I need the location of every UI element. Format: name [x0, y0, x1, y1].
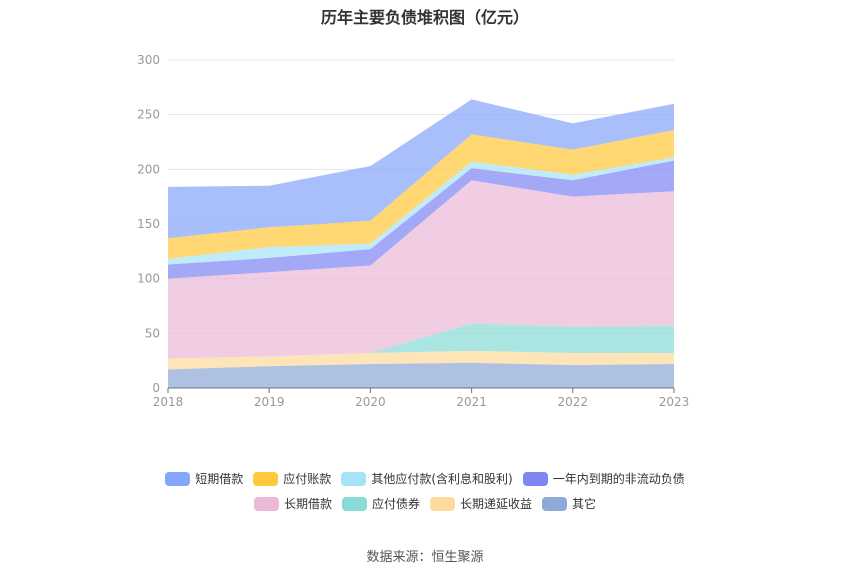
area-series-长期借款[interactable] — [168, 180, 674, 359]
legend-item[interactable]: 长期借款 — [253, 495, 332, 512]
legend-item[interactable]: 长期递延收益 — [430, 495, 532, 512]
area-series-长期递延收益[interactable] — [168, 350, 674, 370]
x-tick-label: 2021 — [456, 395, 487, 409]
x-tick-label: 2018 — [153, 395, 184, 409]
area-series-应付债券[interactable] — [168, 323, 674, 359]
legend-label: 应付债券 — [371, 497, 420, 511]
legend-label: 长期借款 — [283, 497, 332, 511]
legend-item[interactable]: 应付债券 — [341, 495, 420, 512]
y-tick-label: 200 — [137, 162, 160, 176]
y-tick-label: 150 — [137, 217, 160, 231]
legend-label: 一年内到期的非流动负债 — [552, 472, 685, 486]
y-tick-label: 300 — [137, 53, 160, 67]
y-tick-label: 250 — [137, 108, 160, 122]
legend-swatch — [165, 471, 191, 486]
y-tick-label: 50 — [145, 326, 160, 340]
x-tick-label: 2022 — [558, 395, 589, 409]
axes: 2018 2019 2020 2021 2022 2023 — [153, 387, 690, 409]
area-series-其它[interactable] — [168, 362, 674, 388]
legend-swatch — [430, 496, 455, 511]
source-note: 数据来源：恒生聚源 — [366, 550, 484, 565]
area-series-短期借款[interactable] — [168, 99, 674, 239]
legend-swatch — [341, 471, 367, 486]
area-series-一年内到期的非流动负债[interactable] — [168, 160, 674, 279]
y-tick-label: 100 — [137, 272, 160, 286]
legend-label: 长期递延收益 — [460, 497, 533, 511]
legend-item[interactable]: 短期借款 — [165, 470, 243, 487]
legend-swatch — [253, 471, 279, 486]
legend-item[interactable]: 应付账款 — [253, 470, 331, 487]
legend-swatch — [341, 496, 367, 511]
legend-swatch — [522, 471, 548, 486]
legend-item[interactable]: 其他应付款(含利息和股利) — [341, 470, 513, 487]
legend-label: 应付账款 — [283, 472, 332, 486]
x-tick-label: 2020 — [355, 395, 386, 409]
legend-swatch — [542, 496, 568, 511]
legend-item[interactable]: 其它 — [542, 495, 596, 512]
legend-swatch — [253, 496, 279, 511]
legend-item[interactable]: 一年内到期的非流动负债 — [522, 470, 685, 487]
area-series-其他应付款(含利息和股利)[interactable] — [168, 157, 674, 265]
legend: 短期借款 应付账款 其他应付款(含利息和股利) 一年内到期的非流动负债 长期借款 应付债… — [0, 470, 850, 520]
y-tick-label: 0 — [152, 381, 160, 395]
legend-label: 其他应付款(含利息和股利) — [371, 472, 513, 486]
legend-label: 其它 — [572, 497, 597, 511]
legend-label: 短期借款 — [195, 472, 244, 486]
chart-title: 历年主要负债堆积图（亿元） — [320, 8, 529, 27]
legend-row: 长期借款 应付债券 长期递延收益 其它 — [0, 495, 850, 512]
x-tick-label: 2019 — [254, 395, 285, 409]
legend-row: 短期借款 应付账款 其他应付款(含利息和股利) 一年内到期的非流动负债 — [0, 470, 850, 487]
x-tick-label: 2023 — [659, 395, 690, 409]
area-series-应付账款[interactable] — [168, 129, 674, 259]
area-series — [168, 99, 674, 388]
